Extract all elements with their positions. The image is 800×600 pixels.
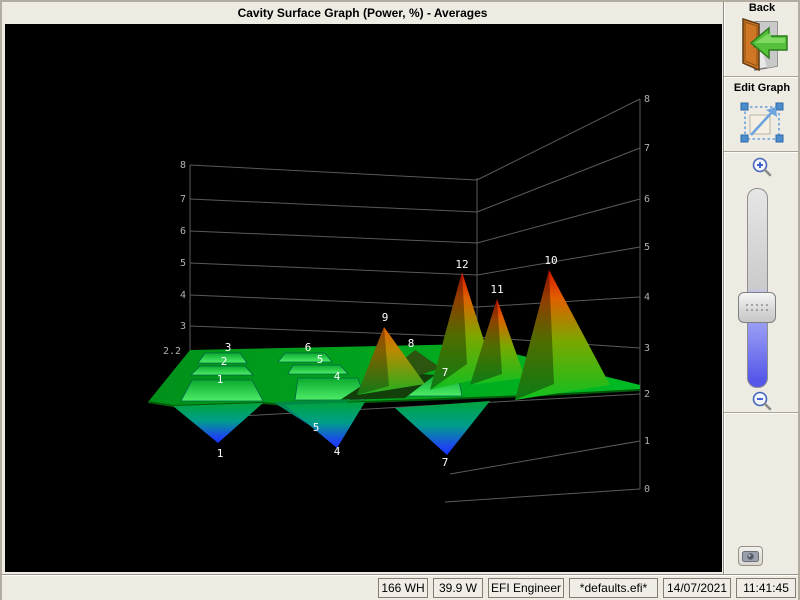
sidebar: Back Edit Graph (723, 0, 800, 574)
chart-background (5, 24, 722, 572)
door-exit-icon (742, 17, 788, 72)
sidebar-divider (724, 151, 800, 153)
status-time: 11:41:45 (736, 577, 796, 598)
status-bar: 166 WH 39.9 W EFI Engineer *defaults.efi… (0, 574, 800, 600)
right-axis-tick-label: 1 (644, 436, 650, 447)
left-axis-tick-label: 4 (180, 290, 186, 301)
cavity-label-11: 11 (490, 283, 503, 296)
graph-area: 8 7 6 5 4 3 2.2 8 7 6 5 4 3 2 1 0 1 2 3 4 5 6 7 8 9 10 11 12 1 4 5 7 (5, 24, 722, 572)
right-axis-tick-label: 7 (644, 143, 650, 154)
dip-tip-label-7: 7 (442, 456, 449, 469)
sidebar-divider (724, 76, 800, 78)
left-axis-tick-label: 8 (180, 160, 186, 171)
edit-graph-button[interactable] (724, 94, 800, 146)
snapshot-button[interactable] (738, 546, 763, 566)
cavity-label-6: 6 (305, 341, 312, 354)
status-file: *defaults.efi* (569, 577, 658, 598)
right-axis-tick-label: 0 (644, 484, 650, 495)
right-axis-tick-label: 3 (644, 343, 650, 354)
cavity-label-12: 12 (455, 258, 468, 271)
right-axis-tick-label: 8 (644, 94, 650, 105)
cavity-label-5: 5 (317, 353, 324, 366)
cavity-label-4: 4 (334, 370, 341, 383)
back-button-label: Back (748, 2, 776, 14)
cavity-label-9: 9 (382, 311, 389, 324)
dip-pyramid-1 (173, 403, 263, 443)
dip-tip-label-4: 4 (334, 445, 341, 458)
right-axis-tick-label: 5 (644, 242, 650, 253)
slider-grip-dots (746, 304, 768, 311)
right-axis-tick-label: 2 (644, 389, 650, 400)
zoom-slider-track[interactable] (747, 188, 768, 388)
cavity-label-7: 7 (442, 366, 449, 379)
dip-pyramid-7 (395, 401, 490, 455)
cavity-label-8: 8 (408, 337, 415, 350)
peak-10-shade (515, 270, 554, 400)
zoom-out-button[interactable] (724, 390, 800, 412)
left-axis-tick-label: 5 (180, 258, 186, 269)
zoom-out-icon (752, 391, 772, 411)
left-axis-tick-label: 3 (180, 321, 186, 332)
sidebar-divider (724, 412, 800, 414)
peak-12-shade (430, 272, 467, 390)
peak-9 (357, 327, 425, 395)
peak-11 (470, 299, 525, 385)
zoom-in-button[interactable] (724, 153, 800, 178)
back-button[interactable] (724, 14, 800, 74)
zoom-slider-handle[interactable] (738, 292, 776, 323)
camera-icon (742, 551, 759, 562)
cavity-label-2: 2 (221, 355, 228, 368)
selection-resize-icon (740, 102, 784, 143)
left-axis-tick-label: 6 (180, 226, 186, 237)
peak-11-shade (470, 299, 502, 385)
dip-tip-label-1: 1 (217, 447, 224, 460)
dip-pyramid-4 (285, 402, 365, 448)
dip-tip-label-5: 5 (313, 421, 320, 434)
peak-10 (515, 270, 610, 400)
status-energy: 166 WH (378, 577, 428, 598)
page-title: Cavity Surface Graph (Power, %) - Averag… (237, 6, 488, 20)
cavity-label-10: 10 (544, 254, 557, 267)
zoom-in-icon (752, 157, 772, 177)
cavity-label-3: 3 (225, 341, 232, 354)
right-axis-tick-label: 4 (644, 292, 650, 303)
title-bar: Cavity Surface Graph (Power, %) - Averag… (3, 3, 722, 23)
left-axis-tick-label: 7 (180, 194, 186, 205)
peak-9-shade (357, 327, 389, 395)
right-axis-tick-label: 6 (644, 194, 650, 205)
left-axis-base-label: 2.2 (163, 346, 181, 357)
status-user: EFI Engineer (488, 577, 564, 598)
status-power: 39.9 W (433, 577, 483, 598)
edit-graph-button-label: Edit Graph (733, 82, 791, 94)
cavity-label-1: 1 (217, 373, 224, 386)
status-date: 14/07/2021 (663, 577, 731, 598)
